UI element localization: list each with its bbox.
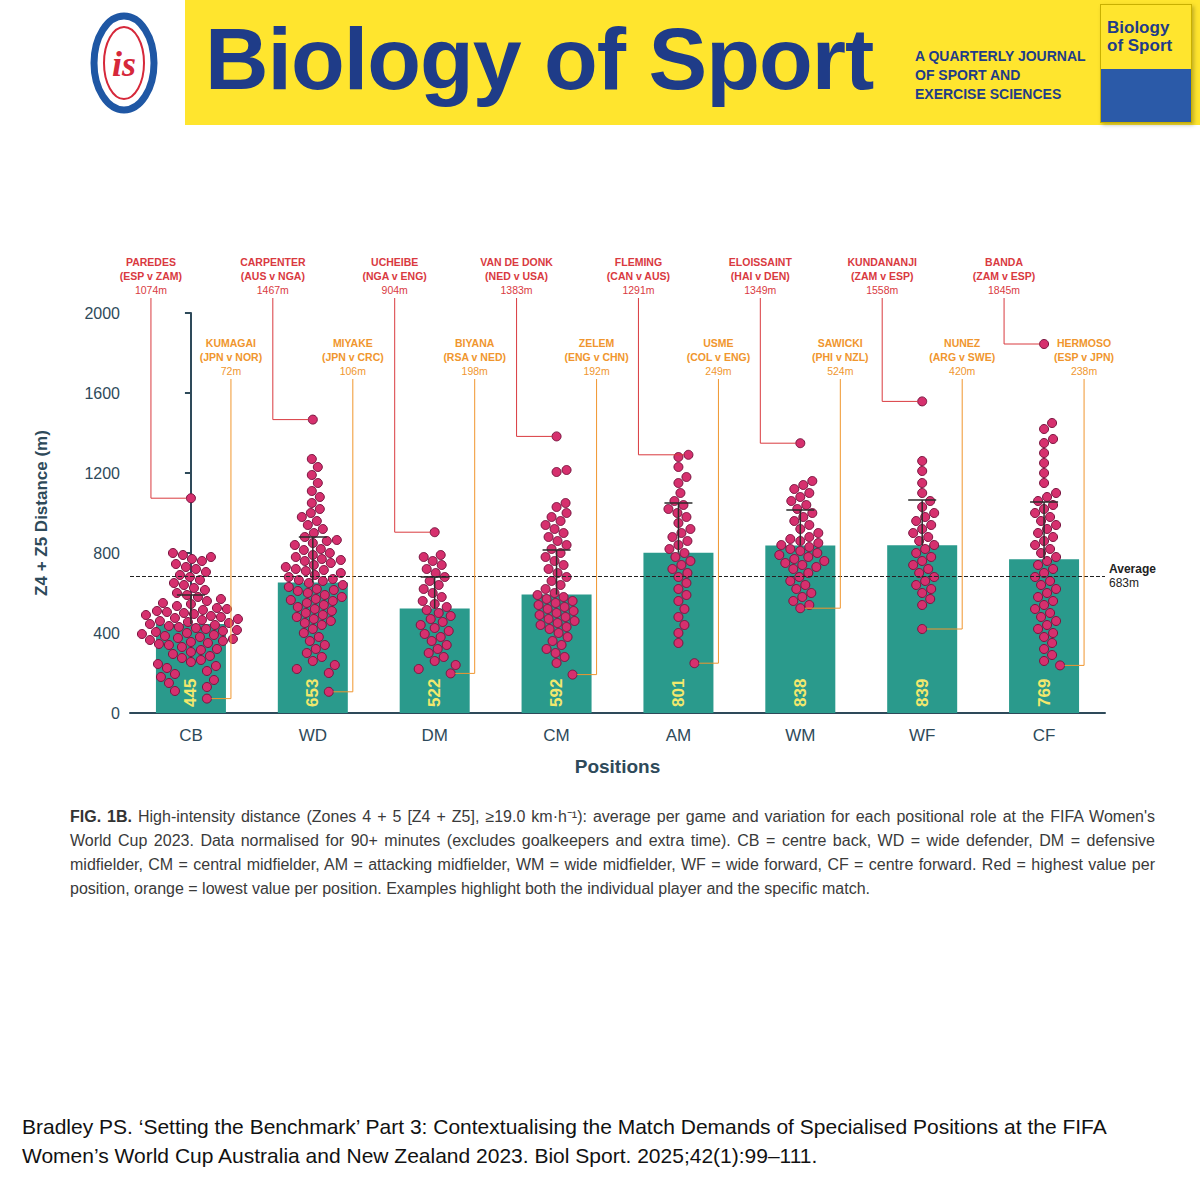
svg-text:238m: 238m — [1071, 365, 1098, 377]
svg-text:(ZAM v ESP): (ZAM v ESP) — [973, 270, 1035, 282]
svg-text:SAWICKI: SAWICKI — [818, 337, 863, 349]
svg-text:198m: 198m — [462, 365, 489, 377]
svg-text:1349m: 1349m — [744, 284, 776, 296]
svg-text:BANDA: BANDA — [985, 256, 1023, 268]
svg-text:839: 839 — [913, 679, 932, 707]
svg-text:AM: AM — [666, 726, 692, 745]
svg-text:ZELEM: ZELEM — [579, 337, 615, 349]
svg-text:1845m: 1845m — [988, 284, 1020, 296]
svg-text:(ESP v ZAM): (ESP v ZAM) — [120, 270, 182, 282]
svg-text:CM: CM — [543, 726, 569, 745]
svg-text:MIYAKE: MIYAKE — [333, 337, 373, 349]
svg-text:BIYANA: BIYANA — [455, 337, 495, 349]
svg-text:522: 522 — [425, 679, 444, 707]
html-text:Bradley PS. ‘Setting the Bench: Bradley PS. ‘Setting the Benchmark’ Part… — [22, 1115, 1106, 1167]
svg-text:592: 592 — [547, 679, 566, 707]
svg-text:420m: 420m — [949, 365, 976, 377]
svg-text:(AUS v NGA): (AUS v NGA) — [241, 270, 305, 282]
svg-text:USME: USME — [703, 337, 733, 349]
svg-text:Positions: Positions — [575, 756, 661, 777]
svg-text:CF: CF — [1033, 726, 1056, 745]
svg-text:1383m: 1383m — [501, 284, 533, 296]
svg-text:KUMAGAI: KUMAGAI — [206, 337, 256, 349]
svg-text:(JPN v NOR): (JPN v NOR) — [200, 351, 262, 363]
html-text:Biology of Sport: Biology of Sport — [205, 9, 874, 108]
html-text:Biology: Biology — [1107, 18, 1170, 37]
svg-text:106m: 106m — [340, 365, 367, 377]
svg-text:904m: 904m — [382, 284, 409, 296]
svg-text:Z4 + Z5 Distance (m): Z4 + Z5 Distance (m) — [32, 430, 51, 596]
svg-text:(JPN v CRC): (JPN v CRC) — [322, 351, 384, 363]
svg-text:(COL v ENG): (COL v ENG) — [687, 351, 750, 363]
svg-text:683m: 683m — [1109, 576, 1139, 590]
svg-text:(NED v USA): (NED v USA) — [485, 270, 548, 282]
svg-text:(NGA v ENG): (NGA v ENG) — [363, 270, 427, 282]
svg-text:(PHI v NZL): (PHI v NZL) — [812, 351, 869, 363]
svg-text:CB: CB — [179, 726, 203, 745]
svg-text:249m: 249m — [705, 365, 732, 377]
svg-text:72m: 72m — [221, 365, 242, 377]
svg-text:DM: DM — [421, 726, 447, 745]
svg-text:1558m: 1558m — [866, 284, 898, 296]
svg-text:PAREDES: PAREDES — [126, 256, 176, 268]
svg-text:400: 400 — [93, 625, 120, 642]
html-text:OF SPORT AND: OF SPORT AND — [915, 67, 1021, 83]
html-text:FIG. 1B. High-intensity distan: FIG. 1B. High-intensity distance (Zones … — [70, 808, 1155, 897]
svg-text:(ZAM v ESP): (ZAM v ESP) — [851, 270, 913, 282]
svg-text:1467m: 1467m — [257, 284, 289, 296]
svg-text:FLEMING: FLEMING — [615, 256, 662, 268]
svg-text:192m: 192m — [583, 365, 610, 377]
svg-text:HERMOSO: HERMOSO — [1057, 337, 1111, 349]
svg-text:2000: 2000 — [84, 305, 120, 322]
svg-text:WM: WM — [785, 726, 815, 745]
svg-text:(ARG v SWE): (ARG v SWE) — [929, 351, 995, 363]
svg-text:WD: WD — [299, 726, 327, 745]
svg-text:(CAN v AUS): (CAN v AUS) — [607, 270, 670, 282]
svg-text:ELOISSAINT: ELOISSAINT — [729, 256, 793, 268]
svg-text:0: 0 — [111, 705, 120, 722]
svg-text:653: 653 — [303, 679, 322, 707]
svg-text:1600: 1600 — [84, 385, 120, 402]
html-text:EXERCISE SCIENCES: EXERCISE SCIENCES — [915, 86, 1062, 102]
svg-text:1291m: 1291m — [622, 284, 654, 296]
svg-text:NUNEZ: NUNEZ — [944, 337, 981, 349]
svg-text:(HAI v DEN): (HAI v DEN) — [731, 270, 790, 282]
svg-text:801: 801 — [669, 679, 688, 707]
svg-text:CARPENTER: CARPENTER — [240, 256, 306, 268]
svg-text:524m: 524m — [827, 365, 854, 377]
svg-text:1074m: 1074m — [135, 284, 167, 296]
svg-text:UCHEIBE: UCHEIBE — [371, 256, 418, 268]
svg-text:800: 800 — [93, 545, 120, 562]
html-text:A QUARTERLY JOURNAL: A QUARTERLY JOURNAL — [915, 48, 1086, 64]
svg-text:WF: WF — [909, 726, 935, 745]
svg-text:(RSA v NED): (RSA v NED) — [443, 351, 506, 363]
svg-text:(ESP v JPN): (ESP v JPN) — [1054, 351, 1114, 363]
svg-text:Average: Average — [1109, 562, 1156, 576]
svg-text:KUNDANANJI: KUNDANANJI — [847, 256, 917, 268]
svg-text:is: is — [112, 44, 136, 84]
svg-text:VAN DE DONK: VAN DE DONK — [480, 256, 553, 268]
svg-text:445: 445 — [181, 679, 200, 707]
html-text:of Sport: of Sport — [1107, 36, 1173, 55]
svg-text:(ENG v CHN): (ENG v CHN) — [564, 351, 628, 363]
svg-text:838: 838 — [791, 679, 810, 707]
svg-text:1200: 1200 — [84, 465, 120, 482]
svg-text:769: 769 — [1035, 679, 1054, 707]
